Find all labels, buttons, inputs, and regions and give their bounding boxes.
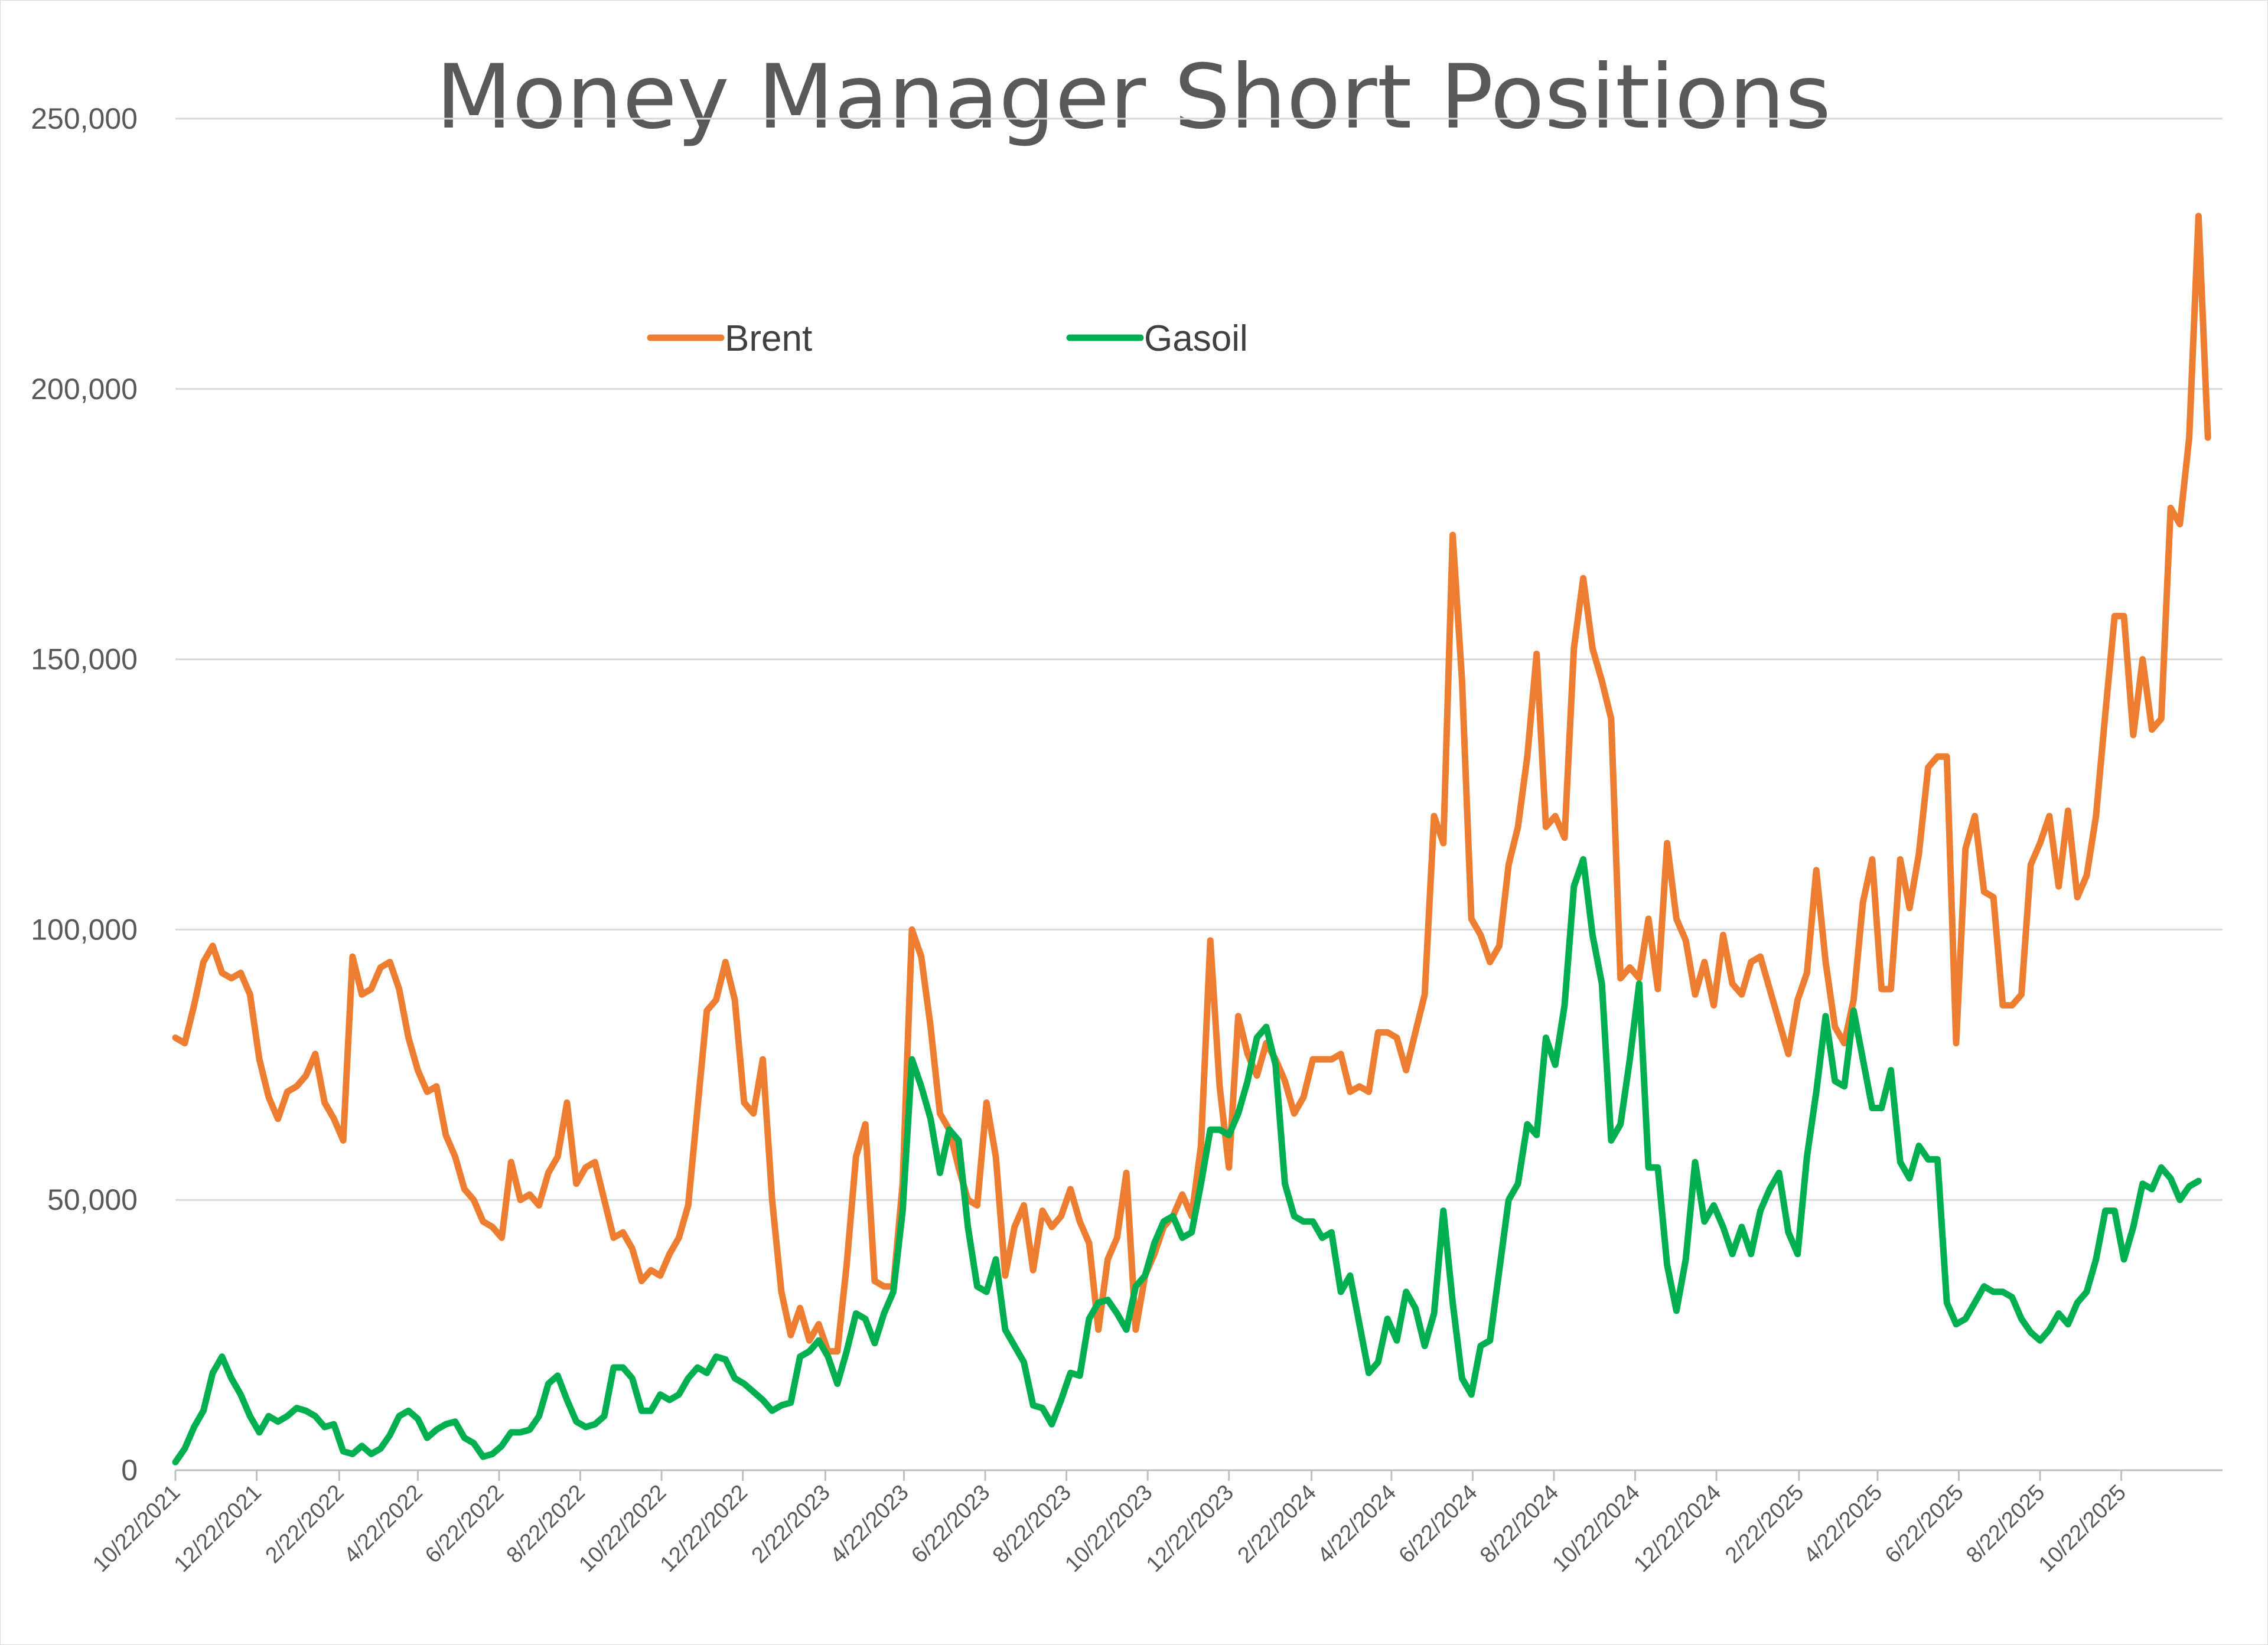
x-tick-label: 6/22/2023 (907, 1480, 995, 1568)
series-line-gasoil (172, 856, 2202, 1466)
x-tick-label: 4/22/2023 (826, 1480, 914, 1568)
x-tick-label: 10/22/2025 (2034, 1480, 2131, 1577)
x-tick-label: 10/22/2022 (574, 1480, 671, 1577)
y-tick-label: 100,000 (31, 913, 138, 946)
legend-label-brent: Brent (725, 318, 812, 359)
series-line-brent (172, 213, 2211, 1355)
y-tick-label: 50,000 (47, 1183, 138, 1216)
x-tick-label: 6/22/2022 (421, 1480, 509, 1568)
x-tick-label: 8/22/2023 (988, 1480, 1076, 1568)
x-tick-label: 12/22/2024 (1629, 1480, 1726, 1577)
x-tick-label: 12/22/2021 (170, 1480, 266, 1577)
series-lines (172, 213, 2211, 1466)
x-tick-label: 12/22/2023 (1142, 1480, 1239, 1577)
x-axis: 10/22/202112/22/20212/22/20224/22/20226/… (88, 1469, 2223, 1577)
x-tick-label: 10/22/2024 (1548, 1480, 1645, 1577)
x-tick-label: 4/22/2022 (340, 1480, 428, 1568)
x-tick-label: 10/22/2021 (88, 1480, 185, 1577)
gridlines (175, 117, 2223, 1201)
x-tick-label: 6/22/2025 (1881, 1480, 1969, 1568)
y-tick-label: 0 (121, 1454, 138, 1487)
x-tick-label: 4/22/2024 (1313, 1480, 1401, 1568)
x-tick-label: 8/22/2022 (502, 1480, 590, 1568)
x-tick-label: 2/22/2024 (1233, 1480, 1321, 1568)
legend: Brent Gasoil (647, 318, 1248, 359)
x-tick-label: 4/22/2025 (1799, 1480, 1887, 1568)
y-tick-label: 250,000 (31, 102, 138, 135)
x-tick-label: 2/22/2025 (1720, 1480, 1808, 1568)
x-tick-label: 12/22/2022 (656, 1480, 752, 1577)
y-axis-ticks: 0 50,000 100,000 150,000 200,000 250,000 (31, 102, 138, 1487)
x-tick-label: 8/22/2024 (1475, 1480, 1563, 1568)
x-tick-label: 10/22/2023 (1060, 1480, 1157, 1577)
y-tick-label: 200,000 (31, 373, 138, 406)
x-tick-label: 8/22/2025 (1961, 1480, 2049, 1568)
legend-label-gasoil: Gasoil (1144, 318, 1248, 359)
x-tick-label: 6/22/2024 (1394, 1480, 1482, 1568)
x-tick-label: 2/22/2022 (260, 1480, 348, 1568)
x-tick-label: 2/22/2023 (747, 1480, 835, 1568)
chart-title: Money Manager Short Positions (436, 46, 1832, 149)
y-tick-label: 150,000 (31, 643, 138, 676)
